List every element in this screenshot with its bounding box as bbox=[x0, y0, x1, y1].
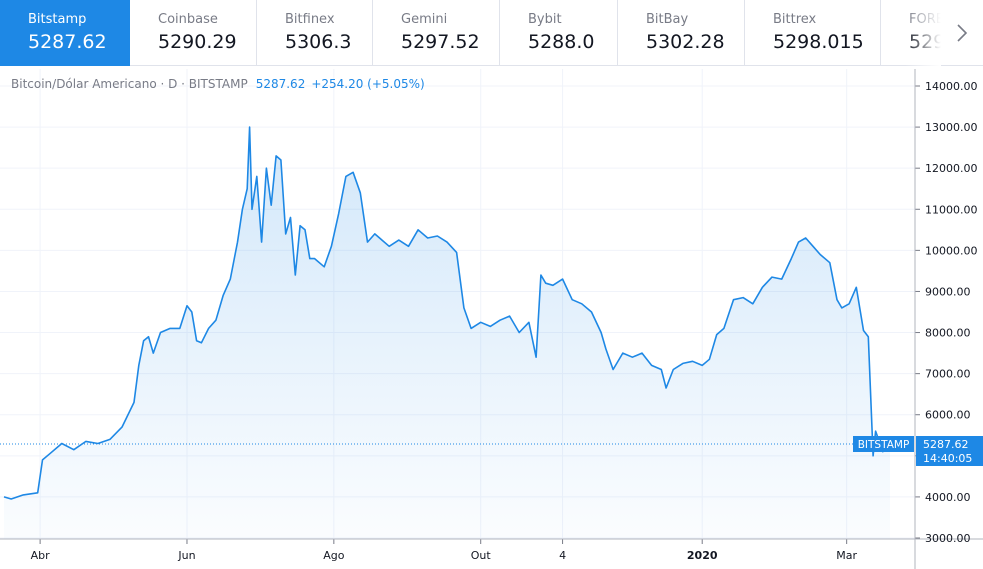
y-tick-label: 6000.00 bbox=[925, 409, 971, 422]
y-tick-label: 4000.00 bbox=[925, 491, 971, 504]
last-exchange-label-bg bbox=[853, 435, 914, 452]
y-tick-label: 7000.00 bbox=[925, 368, 971, 381]
x-tick-label: Abr bbox=[31, 549, 51, 562]
exchange-tab-gemini[interactable]: Gemini 5297.52 bbox=[373, 0, 500, 66]
exchange-tab-bitfinex[interactable]: Bitfinex 5306.3 bbox=[257, 0, 373, 66]
y-tick-label: 3000.00 bbox=[925, 532, 971, 545]
x-tick-label: Jun bbox=[177, 549, 195, 562]
exchange-price: 5298.015 bbox=[773, 31, 864, 53]
y-tick-label: 14000.00 bbox=[925, 80, 978, 93]
chevron-right-icon bbox=[957, 23, 968, 42]
symbol-title: Bitcoin/Dólar Americano · D · BITSTAMP bbox=[11, 77, 248, 91]
exchange-name: Bybit bbox=[528, 12, 562, 27]
exchange-name: Gemini bbox=[401, 12, 448, 27]
countdown-value: 14:40:05 bbox=[923, 452, 972, 465]
next-exchanges-button[interactable] bbox=[941, 0, 983, 66]
axes bbox=[0, 69, 983, 569]
exchange-price: 5306.3 bbox=[285, 31, 352, 53]
x-tick-label: Out bbox=[471, 549, 492, 562]
y-tick-label: 12000.00 bbox=[925, 162, 978, 175]
last-exchange-label: BITSTAMP bbox=[858, 439, 910, 451]
x-tick-label: 4 bbox=[559, 549, 566, 562]
exchange-name: Bitfinex bbox=[285, 12, 335, 27]
exchange-price: 5288.0 bbox=[528, 31, 595, 53]
y-tick-label: 8000.00 bbox=[925, 327, 971, 340]
exchange-name: Coinbase bbox=[158, 12, 218, 27]
exchange-name: BitBay bbox=[646, 12, 689, 27]
exchange-tab-bybit[interactable]: Bybit 5288.0 bbox=[500, 0, 618, 66]
chart-legend: Bitcoin/Dólar Americano · D · BITSTAMP 52… bbox=[11, 77, 425, 91]
last-price-value: 5287.62 bbox=[923, 438, 969, 451]
y-tick-label: 13000.00 bbox=[925, 121, 978, 134]
exchange-tab-coinbase[interactable]: Coinbase 5290.29 bbox=[130, 0, 257, 66]
x-tick-label: Ago bbox=[323, 549, 345, 562]
exchange-price: 5287.62 bbox=[28, 31, 107, 53]
exchange-price: 5290.29 bbox=[158, 31, 237, 53]
exchange-tabs: Bitstamp 5287.62 Coinbase 5290.29 Bitfinex 53… bbox=[0, 0, 983, 69]
exchange-price: 5302.28 bbox=[646, 31, 725, 53]
exchange-tab-bitbay[interactable]: BitBay 5302.28 bbox=[618, 0, 745, 66]
legend-change: +254.20 (+5.05%) bbox=[311, 77, 425, 91]
last-price-tag bbox=[916, 435, 983, 466]
x-tick-label: 2020 bbox=[687, 549, 718, 562]
legend-price: 5287.62 bbox=[255, 77, 306, 91]
exchange-tab-bitstamp[interactable]: Bitstamp 5287.62 bbox=[0, 0, 130, 66]
y-tick-label: 11000.00 bbox=[925, 203, 978, 216]
x-tick-label: Mar bbox=[836, 549, 857, 562]
exchange-price: 5297.52 bbox=[401, 31, 480, 53]
exchange-name: Bittrex bbox=[773, 12, 817, 27]
exchange-name: Bitstamp bbox=[28, 12, 87, 27]
price-chart[interactable]: 3000.004000.005000.006000.007000.008000.… bbox=[0, 69, 983, 569]
price-line bbox=[3, 126, 891, 500]
y-tick-label: 10000.00 bbox=[925, 244, 978, 257]
y-tick-label: 9000.00 bbox=[925, 285, 971, 298]
price-area bbox=[4, 127, 890, 539]
exchange-tab-bittrex[interactable]: Bittrex 5298.015 bbox=[745, 0, 881, 66]
